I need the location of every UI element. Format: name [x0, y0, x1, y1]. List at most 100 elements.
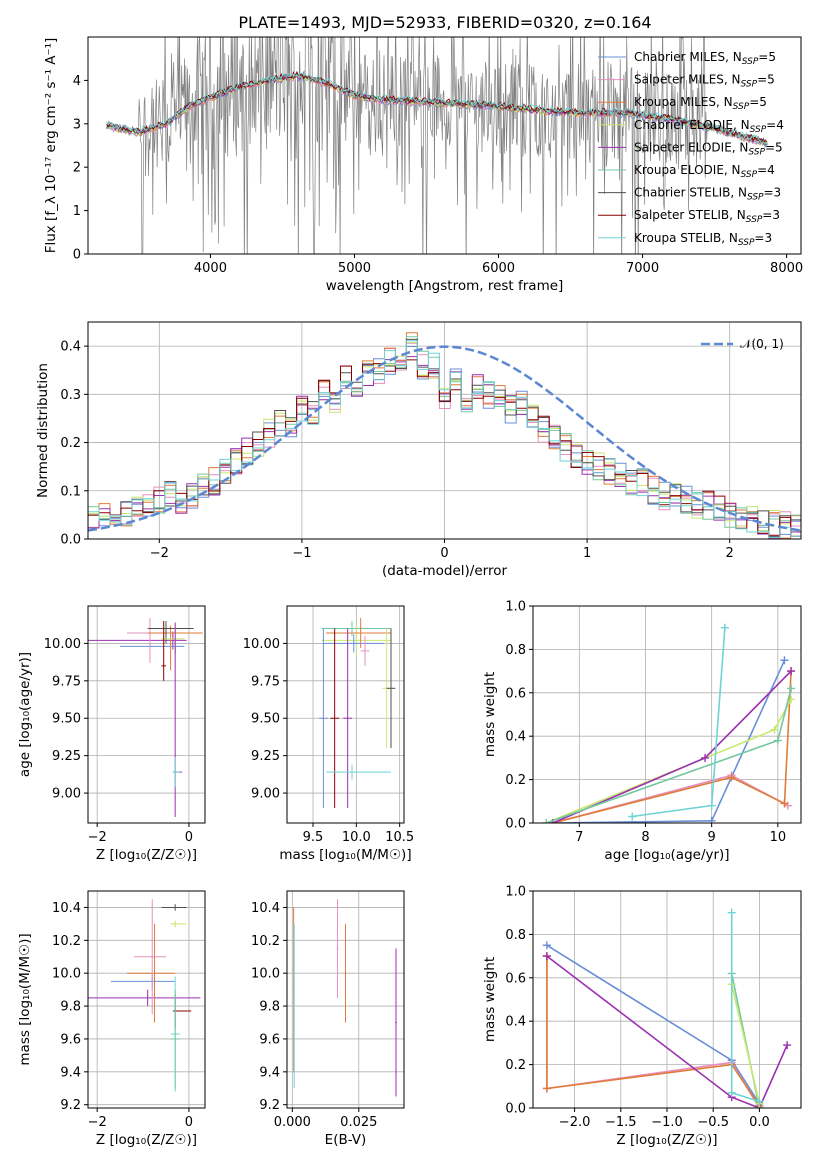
panel-ebv-mass: 0.000 0.025 9.2 9.4 9.6 9.8 10.0 10.2 10.4 E(B-V) — [251, 890, 405, 1148]
x-tick-label: 10.0 — [342, 830, 371, 845]
y-tick-label: 1.0 — [505, 885, 526, 900]
y-tick-label: 0.6 — [505, 971, 526, 986]
weight-marker — [720, 623, 729, 632]
weight-marker — [780, 799, 789, 808]
legend-entry: Kroupa MILES, NSSP=5 — [634, 95, 767, 112]
model-line — [106, 71, 768, 146]
panel-frame — [87, 605, 206, 824]
x-tick-label: −1 — [292, 546, 311, 561]
x-axis-label: wavelength [Angstrom, rest frame] — [326, 278, 564, 294]
y-axis-label: mass [log₁₀(M/M☉)] — [17, 933, 33, 1065]
x-tick-label: 7 — [575, 830, 583, 845]
panel-frame — [532, 605, 802, 824]
y-tick-label: 1 — [73, 204, 81, 219]
y-tick-label: 9.75 — [52, 674, 81, 689]
panel-frame — [286, 890, 405, 1109]
x-tick-label: 0 — [440, 546, 448, 561]
y-tick-label: 9.8 — [259, 1000, 280, 1015]
x-tick-label: −1.0 — [651, 1115, 683, 1130]
x-tick-label: 10.5 — [385, 830, 414, 845]
y-tick-label: 0.4 — [505, 1015, 526, 1030]
x-tick-label: 1 — [583, 546, 591, 561]
x-tick-label: 0.025 — [340, 1115, 377, 1130]
panel-frame — [286, 605, 405, 824]
x-axis-label: Z [log₁₀(Z/Z☉)] — [616, 1132, 717, 1148]
x-tick-label: 4000 — [194, 261, 227, 276]
x-axis-label: mass [log₁₀(M/M☉)] — [279, 847, 411, 863]
y-tick-label: 9.00 — [52, 787, 81, 802]
weight-line — [552, 671, 792, 823]
legend-entry: Salpeter MILES, NSSP=5 — [634, 73, 775, 90]
weight-marker — [542, 1084, 551, 1093]
panel-z-weight: −2.0 −1.5 −1.0 −0.5 0.0 0.0 0.2 0.4 0.6 0.8 1.0 Z [… — [482, 885, 802, 1148]
weight-line — [546, 956, 761, 1107]
x-tick-label: 8000 — [770, 261, 803, 276]
x-tick-label: 0 — [185, 830, 193, 845]
y-tick-label: 0.8 — [505, 643, 526, 658]
x-tick-label: 9.5 — [303, 830, 324, 845]
x-axis-label: Z [log₁₀(Z/Z☉)] — [96, 847, 197, 863]
weight-marker — [707, 816, 716, 823]
x-tick-label: −2 — [88, 830, 107, 845]
y-tick-label: 0.0 — [505, 817, 526, 832]
y-tick-label: 0.0 — [505, 1102, 526, 1117]
model-line — [106, 70, 768, 144]
weight-line — [546, 955, 788, 1108]
legend-entry: Salpeter STELIB, NSSP=3 — [634, 208, 780, 225]
legend-entry: 𝒩(0, 1) — [740, 337, 784, 351]
y-tick-label: 9.25 — [251, 749, 280, 764]
legend-entry: Chabrier MILES, NSSP=5 — [634, 50, 776, 67]
x-tick-label: 6000 — [482, 261, 515, 276]
x-tick-label: 2 — [726, 546, 734, 561]
weight-marker — [773, 736, 782, 745]
plot-area — [106, 37, 769, 254]
y-tick-label: 0.1 — [60, 484, 81, 499]
x-tick-label: 0 — [185, 1115, 193, 1130]
plot-area — [88, 617, 203, 818]
y-tick-label: 1.0 — [505, 600, 526, 615]
panel-frame — [87, 890, 206, 1109]
weight-marker — [727, 908, 736, 917]
y-axis-label: age [log₁₀(age/yr)] — [17, 652, 33, 777]
y-tick-label: 0.8 — [505, 928, 526, 943]
panel-age-weight: 7 8 9 10 0.0 0.2 0.4 0.6 0.8 1.0 age [log₁₀(age/yr… — [482, 600, 802, 863]
y-axis-label: Normed distribution — [35, 363, 51, 498]
x-tick-label: 7000 — [626, 261, 659, 276]
x-tick-label: −2 — [88, 1115, 107, 1130]
y-tick-label: 10.4 — [251, 901, 280, 916]
weight-marker — [780, 656, 789, 665]
histogram-line — [88, 340, 801, 538]
model-line — [106, 71, 768, 145]
y-tick-label: 10.4 — [52, 901, 81, 916]
x-tick-label: 5000 — [338, 261, 371, 276]
x-axis-label: Z [log₁₀(Z/Z☉)] — [96, 1132, 197, 1148]
panel-frame — [87, 36, 802, 255]
weight-marker — [701, 753, 710, 762]
x-tick-label: 10 — [770, 830, 787, 845]
y-tick-label: 0.3 — [60, 388, 81, 403]
weight-marker — [628, 812, 637, 821]
legend-entry: Kroupa ELODIE, NSSP=4 — [634, 163, 775, 180]
y-tick-label: 2 — [73, 161, 81, 176]
y-tick-label: 10.2 — [52, 934, 81, 949]
y-tick-label: 9.50 — [52, 712, 81, 727]
plot-area — [292, 899, 397, 1097]
legend: Chabrier MILES, NSSP=5 Salpeter MILES, NS… — [598, 50, 784, 248]
figure-title: PLATE=1493, MJD=52933, FIBERID=0320, z=0… — [238, 13, 651, 32]
x-tick-label: 0.000 — [274, 1115, 311, 1130]
weight-marker — [787, 684, 796, 693]
panel-spectrum: Chabrier MILES, NSSP=5 Salpeter MILES, NS… — [43, 36, 803, 294]
plot-area — [88, 332, 801, 539]
x-tick-label: 8 — [641, 830, 649, 845]
model-line — [106, 71, 768, 145]
y-axis-label: mass weight — [482, 672, 498, 757]
panel-mass-age: 9.5 10.0 10.5 9.00 9.25 9.50 9.75 10.00 mass [lo… — [243, 605, 414, 863]
x-tick-label: 9 — [708, 830, 716, 845]
y-tick-label: 10.00 — [243, 637, 280, 652]
weight-marker — [755, 1097, 764, 1106]
legend-entry: Salpeter ELODIE, NSSP=5 — [634, 140, 783, 157]
weight-marker — [542, 952, 551, 961]
weight-marker — [787, 667, 796, 676]
weight-marker — [542, 941, 551, 950]
x-tick-label: −2.0 — [559, 1115, 591, 1130]
